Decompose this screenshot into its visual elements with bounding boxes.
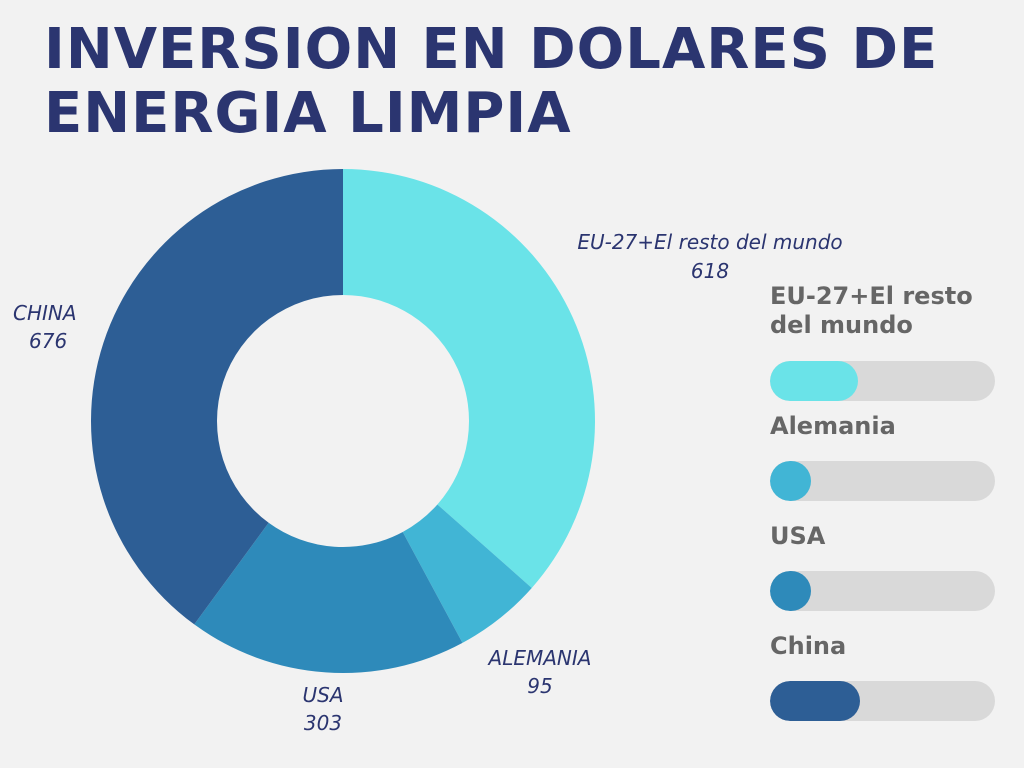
legend-bar-fill	[770, 681, 860, 721]
legend-bar-track	[770, 361, 995, 401]
legend-label: Alemania	[770, 412, 896, 440]
legend-bar-fill	[770, 461, 811, 501]
legend-bar-fill	[770, 361, 858, 401]
slice-label-value-alemania: 95	[527, 674, 552, 698]
legend-label: China	[770, 632, 847, 660]
donut-slice-labels: EU-27+El resto del mundo 618 ALEMANIA 95…	[13, 230, 843, 735]
donut-slices	[91, 169, 595, 673]
slice-label-value-china: 676	[29, 329, 67, 353]
slice-label-name-eu: EU-27+El resto del mundo	[577, 230, 842, 254]
slice-label-value-usa: 303	[304, 711, 342, 735]
slice-label-name-china: CHINA	[13, 301, 77, 325]
donut-slice-alemania	[402, 504, 532, 643]
legend-bar-track	[770, 681, 995, 721]
legend-label: EU-27+El resto del mundo	[770, 282, 973, 339]
slice-label-name-usa: USA	[302, 683, 343, 707]
donut-slice-usa	[194, 522, 463, 673]
chart-title-line-1: INVERSION EN DOLARES DE	[44, 17, 939, 82]
chart-title-line-2: ENERGIA LIMPIA	[44, 81, 572, 146]
slice-label-name-alemania: ALEMANIA	[487, 646, 592, 670]
legend-bar-track	[770, 571, 995, 611]
legend-item-usa: USA	[770, 522, 996, 632]
legend-bar-fill	[770, 571, 811, 611]
donut-slice-china	[91, 169, 343, 625]
donut-slice-eu-27-el-resto-del-mundo	[343, 169, 595, 588]
legend-label: USA	[770, 522, 826, 550]
legend-item-china: China	[770, 632, 996, 742]
legend-item-alemania: Alemania	[770, 412, 996, 522]
chart-title: INVERSION EN DOLARES DE ENERGIA LIMPIA	[44, 18, 1014, 146]
legend: EU-27+El resto del mundo Alemania USA Ch…	[770, 282, 996, 742]
legend-bar-track	[770, 461, 995, 501]
slice-label-value-eu: 618	[691, 259, 729, 283]
legend-item-eu: EU-27+El resto del mundo	[770, 282, 996, 412]
